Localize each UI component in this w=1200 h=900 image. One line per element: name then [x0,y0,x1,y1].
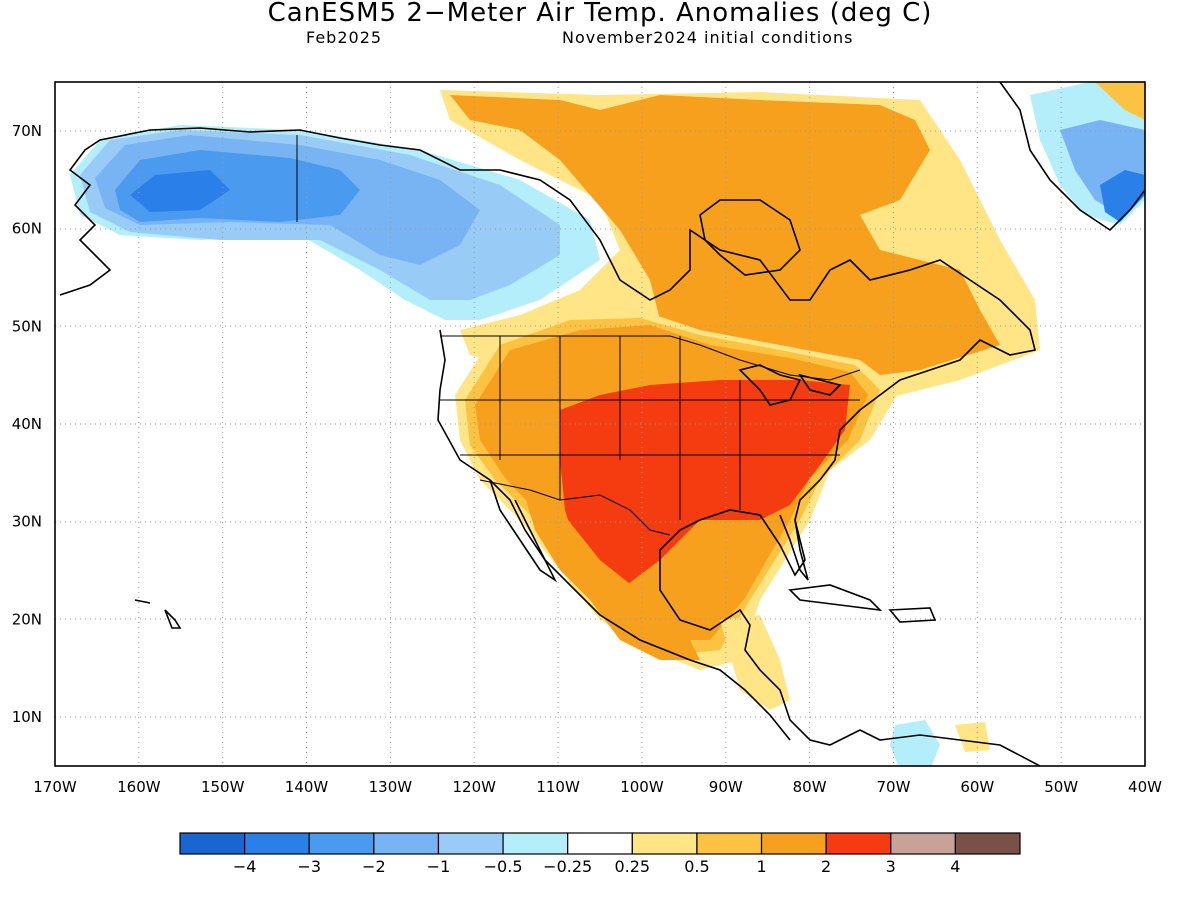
lon-label: 150W [201,778,245,796]
colorbar-label: −3 [297,857,321,876]
cold-anomaly-alaska-deep [130,170,230,212]
greenland-warm [1095,82,1145,120]
lon-label: 100W [620,778,664,796]
colorbar-label: 2 [821,857,831,876]
colorbar-label: 1 [756,857,766,876]
lat-label: 30N [12,513,42,531]
coast-cuba [788,584,883,612]
colorbar-label: −0.5 [484,857,523,876]
forecast-month: Feb2025 [306,28,383,47]
colorbar-label: 3 [886,857,896,876]
lat-label: 10N [12,708,42,726]
lat-label: 20N [12,610,42,628]
lon-axis-labels: 170W 160W 150W 140W 130W 120W 110W 100W 90W 80W 70… [33,778,1162,796]
borders [296,135,861,536]
lon-label: 80W [793,778,827,796]
lon-label: 90W [709,778,743,796]
map-title: CanESM5 2−Meter Air Temp. Anomalies (deg… [267,0,933,28]
colorbar-swatch [760,832,827,855]
lat-label: 50N [12,317,42,335]
coast-north-america [59,127,1041,766]
warm-canada-1to2 [450,95,1000,380]
border-states-ns [499,336,741,520]
coast-hudson-bay [699,199,801,276]
colorbar-label: −0.25 [543,857,592,876]
lon-label: 110W [536,778,580,796]
colorbar-swatch [567,832,633,855]
colorbar-label: 0.25 [614,857,650,876]
colorbar-swatch [373,832,440,855]
anomaly-fills [70,82,1145,766]
lon-label: 140W [285,778,329,796]
coast-florida [779,514,809,581]
cold-caribbean [890,720,940,766]
colorbar-swatch [696,832,763,855]
greenland-cold-core [1100,170,1145,222]
colorbar-swatch [502,832,569,855]
colorbar-swatch [437,832,504,855]
coast-greenland [999,82,1145,232]
lon-label: 120W [452,778,496,796]
coast-hispaniola [888,607,937,623]
lon-label: 160W [117,778,161,796]
colorbar: −4 −3 −2 −1 −0.5 −0.25 0.25 0.5 1 2 3 4 [179,832,1021,876]
colorbar-label: −1 [427,857,451,876]
border-states-ew [440,399,860,456]
warm-mexico [520,480,700,660]
lat-label: 40N [12,415,42,433]
lat-label: 70N [12,122,42,140]
warm-us-core [560,380,850,590]
grid-lines [55,82,1145,766]
colorbar-swatch [825,832,892,855]
lon-label: 50W [1044,778,1078,796]
initial-conditions: November2024 initial conditions [562,28,854,47]
colorbar-swatch [631,832,698,855]
colorbar-swatch [954,832,1021,855]
lat-axis-labels: 10N 20N 30N 40N 50N 60N 70N [12,122,42,726]
lon-label: 130W [369,778,413,796]
coast-hawaii [134,599,182,629]
colorbar-swatch [244,832,310,855]
border-us-mexico [479,479,671,536]
warm-venezuela [955,722,990,752]
lon-label: 70W [877,778,911,796]
colorbar-swatch [308,832,375,855]
colorbar-label: −2 [362,857,386,876]
coast-baja [489,479,558,583]
lon-label: 60W [960,778,994,796]
colorbar-label: 0.5 [684,857,709,876]
lon-label: 170W [33,778,77,796]
lon-label: 40W [1128,778,1162,796]
colorbar-label: −4 [233,857,257,876]
plot-frame [54,81,1146,767]
border-us-canada [440,335,861,381]
colorbar-label: 4 [950,857,960,876]
colorbar-swatch [179,832,246,855]
colorbar-swatch [890,832,956,855]
lat-label: 60N [12,220,42,238]
